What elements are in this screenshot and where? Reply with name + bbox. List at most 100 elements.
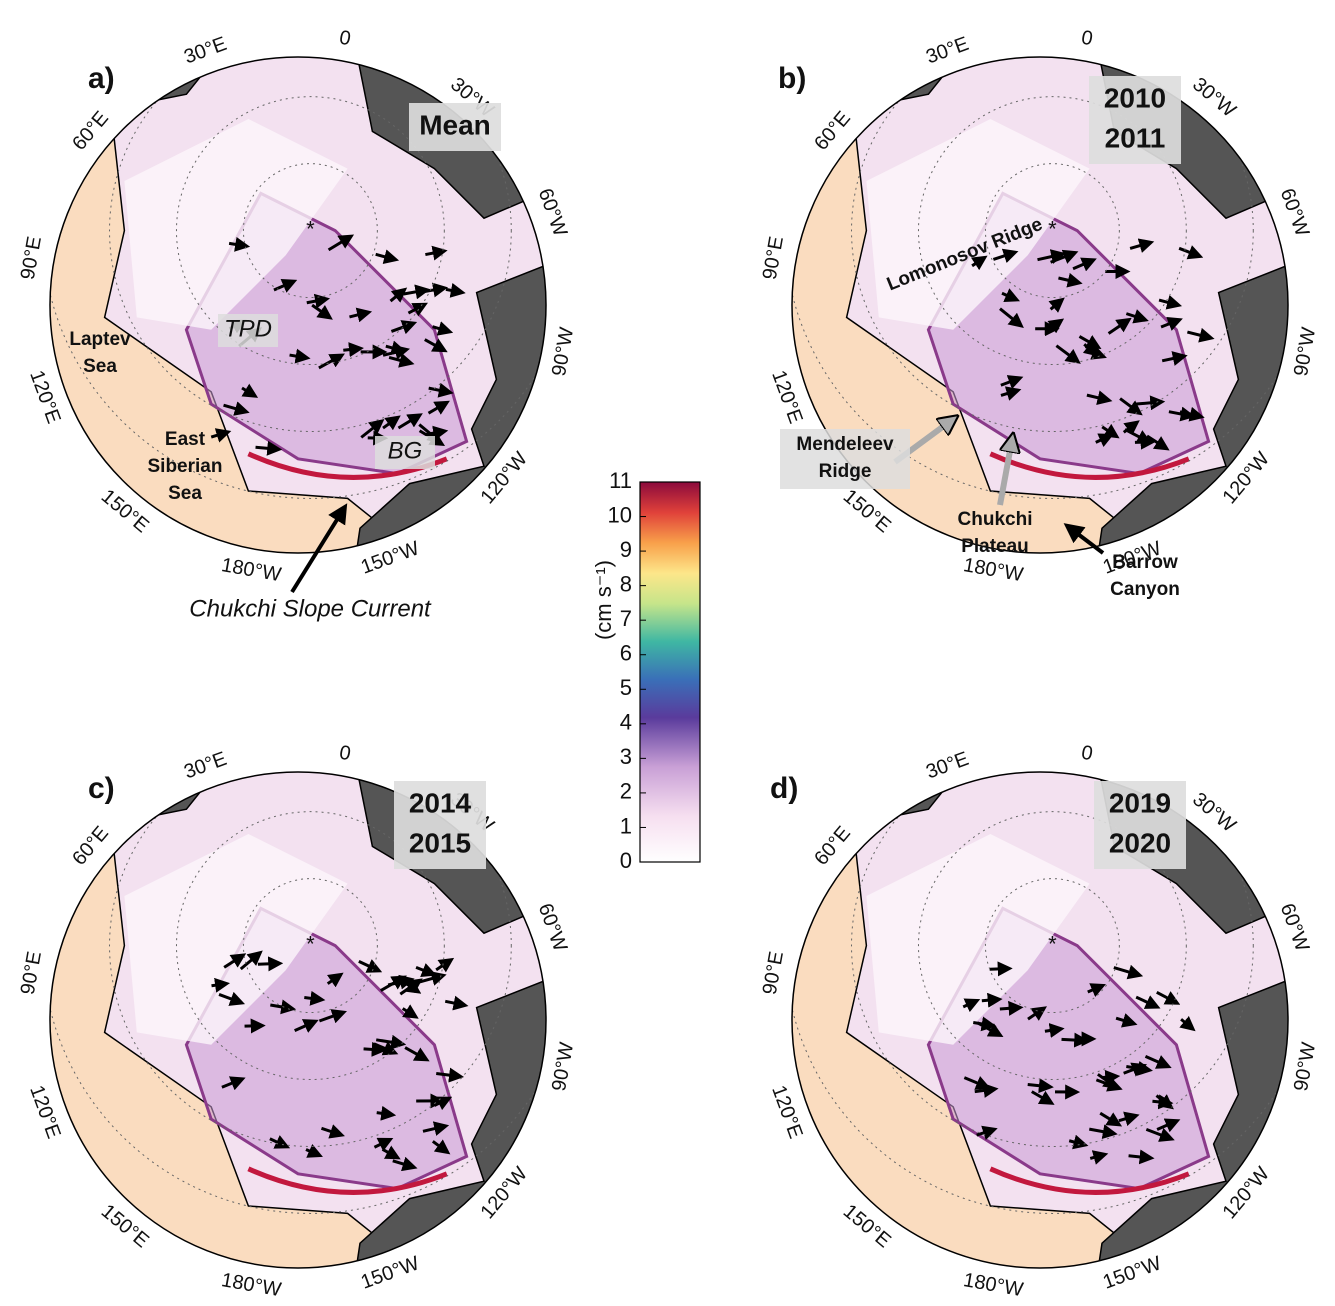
flow-arrow <box>1101 1069 1121 1085</box>
flow-arrow <box>389 287 408 303</box>
longitude-label: 30°E <box>923 33 971 69</box>
flow-arrow <box>375 1034 407 1050</box>
longitude-label: 60°W <box>1276 901 1314 955</box>
flow-arrow <box>375 249 400 264</box>
flow-arrow <box>358 959 383 973</box>
longitude-label: 180°W <box>962 1269 1025 1301</box>
longitude-label: 90°W <box>1290 326 1320 378</box>
flow-arrow <box>318 353 345 370</box>
slope-current <box>247 1166 448 1195</box>
longitude-label: 90°W <box>548 1041 578 1093</box>
flow-arrow <box>1155 1094 1174 1110</box>
colorbar-tick-label: 5 <box>620 675 632 700</box>
annotation: Chukchi <box>958 509 1033 530</box>
latitude-circle <box>50 772 546 1214</box>
flow-arrow <box>289 348 311 364</box>
flow-arrow <box>1000 375 1024 390</box>
annotation: BG <box>388 437 423 464</box>
longitude-label: 30°E <box>181 748 229 784</box>
flow-arrow <box>306 293 330 309</box>
annotation: Sea <box>168 483 202 504</box>
map-border <box>791 771 1289 1269</box>
land-siberia <box>792 795 1128 1268</box>
panel-label: c) <box>88 772 115 805</box>
flow-arrow <box>445 282 466 298</box>
pole-marker: * <box>306 216 315 241</box>
annotation: Laptev <box>69 329 131 350</box>
flow-arrow <box>1156 1118 1181 1133</box>
longitude-label: 60°W <box>534 901 572 955</box>
flow-arrow <box>1037 249 1067 264</box>
basin-white <box>124 834 348 1045</box>
flow-arrow <box>1000 386 1022 401</box>
longitude-label: 60°W <box>1276 186 1314 240</box>
flow-arrow <box>294 1019 319 1033</box>
map-border <box>49 771 547 1269</box>
flow-arrow <box>223 401 250 416</box>
latitude-circle <box>242 163 378 299</box>
flow-arrow <box>404 1046 430 1062</box>
flow-arrow <box>1058 272 1083 288</box>
colorbar-tick-label: 10 <box>608 502 632 527</box>
longitude-label: 30°E <box>181 33 229 69</box>
flow-arrow <box>970 255 988 271</box>
flow-arrow <box>1095 433 1114 448</box>
period-text: 2010 <box>1104 82 1166 113</box>
annotation-arrow <box>1063 523 1105 555</box>
latitude-circle <box>917 811 1187 1081</box>
flow-arrow <box>241 383 259 398</box>
panel-label: a) <box>88 62 115 95</box>
flow-arrow <box>1089 1150 1109 1165</box>
period-text: 2011 <box>1105 122 1166 153</box>
latitude-circle <box>175 96 445 366</box>
flow-arrow <box>380 975 407 992</box>
flow-arrow <box>1178 245 1204 260</box>
flow-arrow <box>1113 964 1144 980</box>
period-box <box>1089 76 1181 164</box>
flow-arrow <box>1126 1061 1153 1076</box>
flow-arrow <box>424 338 448 353</box>
flow-arrow <box>1099 1111 1123 1127</box>
map-panel: *030°W60°W90°W120°W150°W180°W150°E120°E9… <box>17 742 579 1302</box>
annotation: Canyon <box>1110 579 1180 600</box>
period-text: 2015 <box>409 827 471 858</box>
flow-arrow <box>1187 327 1215 343</box>
flow-arrow <box>1001 288 1020 302</box>
flow-arrow <box>210 428 232 443</box>
flow-arrow <box>973 1016 997 1032</box>
flow-arrow <box>435 957 455 973</box>
flow-arrow <box>1089 1124 1118 1140</box>
period-text: 2020 <box>1109 827 1171 858</box>
longitude-label: 0 <box>1080 27 1095 51</box>
period-text: 2019 <box>1109 787 1171 818</box>
flow-arrow <box>1055 344 1081 364</box>
colorbar-tick-label: 11 <box>609 468 632 493</box>
flow-arrow <box>428 382 454 398</box>
latitude-circle <box>984 163 1120 299</box>
period-box <box>1094 781 1186 869</box>
map-panel: *030°W60°W90°W120°W150°W180°W150°E120°E9… <box>17 27 579 623</box>
flow-arrow <box>1115 1013 1138 1028</box>
flow-arrow <box>318 1009 347 1024</box>
colorbar-tick-label: 3 <box>620 744 632 769</box>
colorbar: (cm s⁻¹) 0 1 2 3 4 5 6 7 8 9 10 11 <box>591 468 701 873</box>
flow-arrow <box>1125 309 1149 324</box>
flow-arrow <box>1135 995 1161 1009</box>
longitude-label: 90°W <box>548 326 578 378</box>
flow-arrow <box>1087 983 1106 997</box>
panel-label: d) <box>770 772 798 805</box>
flow-arrow <box>257 956 284 972</box>
longitude-label: 90°E <box>759 235 788 282</box>
flow-arrow <box>1158 295 1183 310</box>
flow-arrow <box>992 248 1019 264</box>
colorbar-tick-label: 9 <box>620 537 632 562</box>
pole-marker: * <box>1048 931 1057 956</box>
flow-arrow <box>1124 428 1153 444</box>
flow-arrow <box>218 991 246 1006</box>
map-body: * <box>792 57 1288 553</box>
period-box <box>394 781 486 869</box>
flow-arrow <box>1044 1023 1065 1038</box>
slope-current <box>989 451 1190 480</box>
latitude-circle <box>242 878 378 1014</box>
